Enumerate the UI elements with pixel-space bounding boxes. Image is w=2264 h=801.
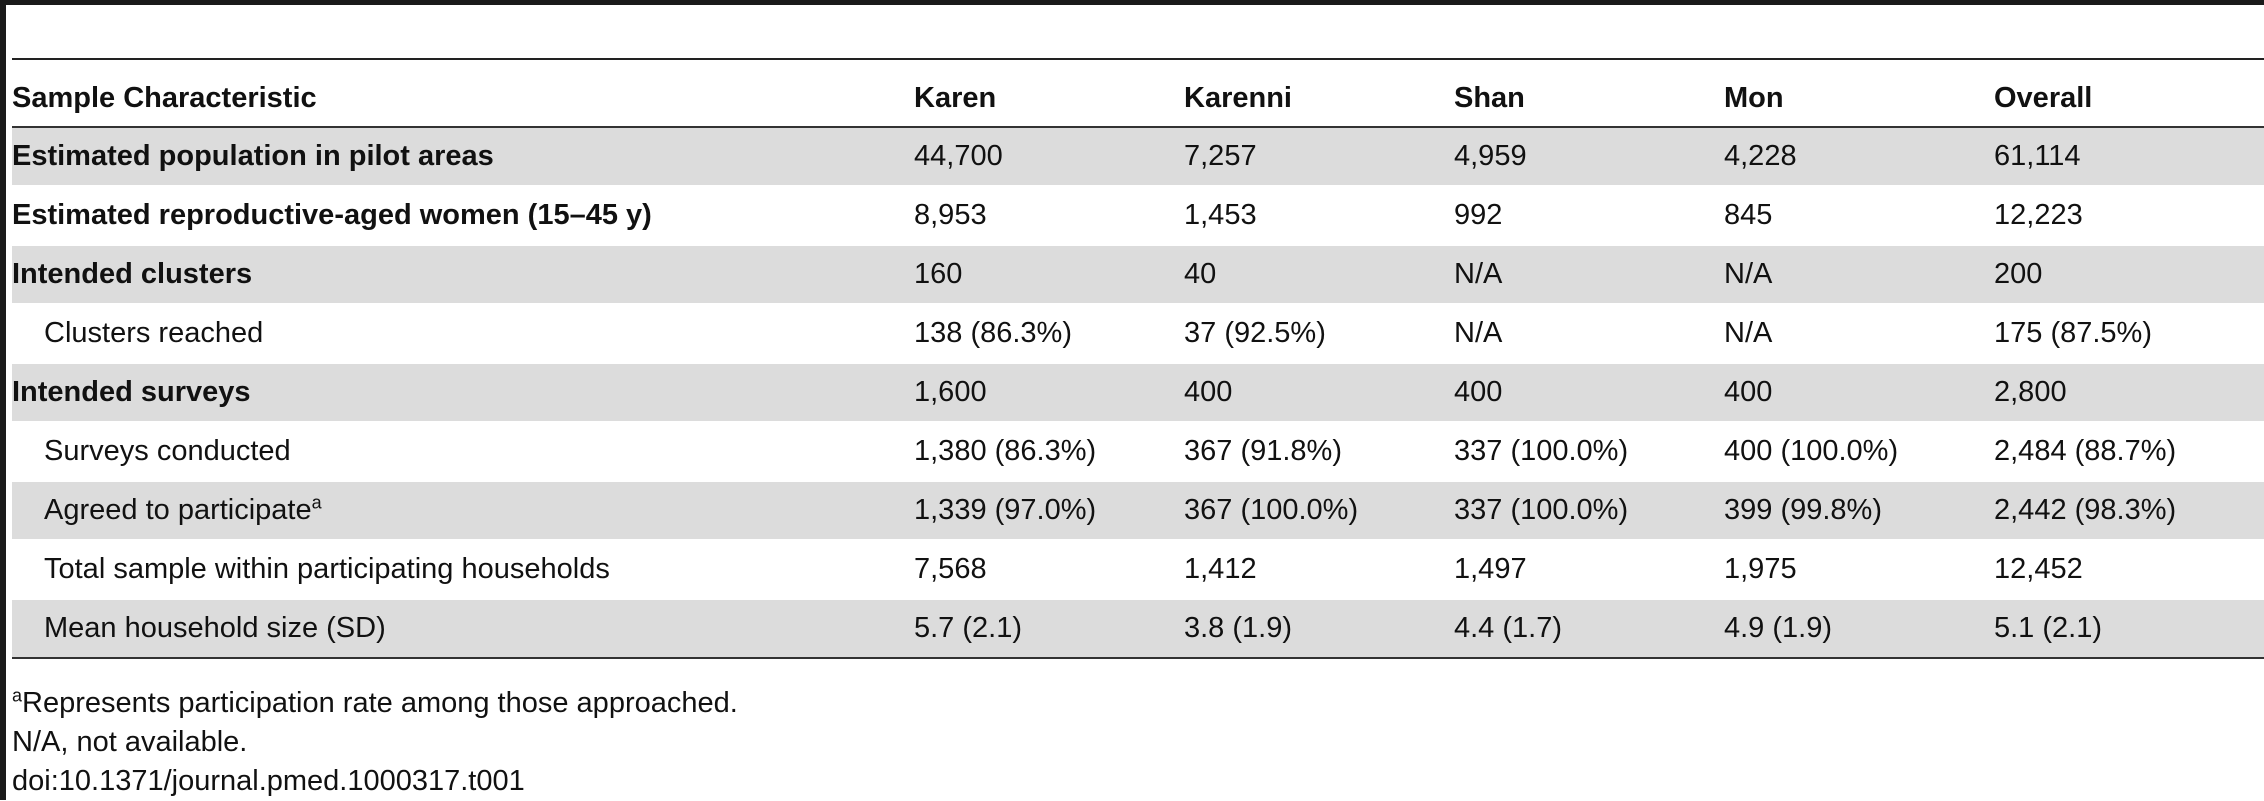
table-cell: 44,700	[914, 140, 1003, 172]
table-container: Sample Characteristic Karen Karenni Shan…	[12, 72, 2264, 659]
table-cell: 12,223	[1994, 199, 2083, 231]
table-cell: 138 (86.3%)	[914, 317, 1072, 349]
table-cell: 4,228	[1724, 140, 1797, 172]
table-cell: 37 (92.5%)	[1184, 317, 1326, 349]
header-shan: Shan	[1454, 81, 1525, 114]
left-border	[0, 0, 6, 800]
table-top-rule	[12, 58, 2264, 60]
header-sample-characteristic: Sample Characteristic	[12, 81, 317, 114]
table-cell: 175 (87.5%)	[1994, 317, 2152, 349]
row-label: Agreed to participatea	[12, 481, 914, 540]
doi-line: doi:10.1371/journal.pmed.1000317.t001	[12, 765, 525, 797]
table-cell: 3.8 (1.9)	[1184, 612, 1292, 644]
table-cell: 1,380 (86.3%)	[914, 435, 1097, 467]
row-label: Clusters reached	[12, 304, 914, 363]
table-row: Surveys conducted 1,380 (86.3%) 367 (91.8%…	[12, 422, 2264, 481]
row-label: Mean household size (SD)	[12, 599, 914, 658]
table-cell: 992	[1454, 199, 1503, 231]
table-cell: 2,442 (98.3%)	[1994, 494, 2177, 526]
header-mon: Mon	[1724, 81, 1784, 114]
table-cell: 400 (100.0%)	[1724, 435, 1899, 467]
table-cell: 399 (99.8%)	[1724, 494, 1882, 526]
table-cell: 1,497	[1454, 553, 1527, 585]
row-label-text: Intended surveys	[12, 376, 251, 408]
table-cell: 12,452	[1994, 553, 2083, 585]
row-label-text: Estimated population in pilot areas	[12, 140, 494, 172]
table-cell: 8,953	[914, 199, 987, 231]
table-cell: 845	[1724, 199, 1773, 231]
row-label: Estimated reproductive-aged women (15–45…	[12, 186, 914, 245]
table-cell: 367 (100.0%)	[1184, 494, 1359, 526]
row-label-text: Surveys conducted	[44, 435, 291, 467]
table-cell: 160	[914, 258, 963, 290]
table-cell: 367 (91.8%)	[1184, 435, 1342, 467]
table-cell: N/A	[1724, 258, 1773, 290]
table-cell: 1,412	[1184, 553, 1257, 585]
footnote-a: aRepresents participation rate among tho…	[12, 684, 738, 723]
header-karenni: Karenni	[1184, 81, 1292, 114]
table-row: Intended clusters 160 40 N/A N/A 200	[12, 245, 2264, 304]
table-cell: N/A	[1454, 258, 1503, 290]
top-border	[0, 0, 2264, 5]
row-label-text: Clusters reached	[44, 317, 264, 349]
table-body: Estimated population in pilot areas 44,70…	[12, 127, 2264, 658]
table-cell: 400	[1454, 376, 1503, 408]
table-cell: 1,453	[1184, 199, 1257, 231]
table-cell: 337 (100.0%)	[1454, 435, 1629, 467]
table-cell: 4,959	[1454, 140, 1527, 172]
sample-characteristics-table: Sample Characteristic Karen Karenni Shan…	[12, 72, 2264, 659]
table-row: Agreed to participatea 1,339 (97.0%) 367 (…	[12, 481, 2264, 540]
table-cell: 2,800	[1994, 376, 2067, 408]
table-cell: 4.9 (1.9)	[1724, 612, 1832, 644]
table-cell: 1,600	[914, 376, 987, 408]
table-cell: 61,114	[1994, 140, 2081, 172]
table-row: Intended surveys 1,600 400 400 400 2,800	[12, 363, 2264, 422]
row-label: Intended surveys	[12, 363, 914, 422]
table-cell: 7,257	[1184, 140, 1257, 172]
table-cell: N/A	[1454, 317, 1503, 349]
row-label-text: Agreed to participate	[44, 494, 312, 526]
table-row: Estimated population in pilot areas 44,70…	[12, 127, 2264, 186]
table-row: Estimated reproductive-aged women (15–45…	[12, 186, 2264, 245]
table-row: Mean household size (SD) 5.7 (2.1) 3.8 (1.…	[12, 599, 2264, 658]
header-overall: Overall	[1994, 81, 2093, 114]
row-label-text: Total sample within participating househ…	[44, 553, 610, 585]
table-row: Total sample within participating househ…	[12, 540, 2264, 599]
abbreviation-note: N/A, not available.	[12, 726, 248, 758]
footnote-text: Represents participation rate among thos…	[22, 687, 738, 719]
row-label-text: Mean household size (SD)	[44, 612, 386, 644]
table-cell: 40	[1184, 258, 1217, 290]
table-cell: 1,975	[1724, 553, 1797, 585]
footnote-marker: a	[12, 685, 23, 706]
table-cell: 4.4 (1.7)	[1454, 612, 1562, 644]
row-label: Estimated population in pilot areas	[12, 127, 914, 186]
table-cell: 400	[1184, 376, 1233, 408]
row-label: Intended clusters	[12, 245, 914, 304]
table-cell: 5.1 (2.1)	[1994, 612, 2102, 644]
table-notes: aRepresents participation rate among tho…	[12, 684, 738, 801]
table-cell: 5.7 (2.1)	[914, 612, 1022, 644]
table-cell: 2,484 (88.7%)	[1994, 435, 2177, 467]
table-cell: 337 (100.0%)	[1454, 494, 1629, 526]
table-cell: 200	[1994, 258, 2043, 290]
table-cell: 1,339 (97.0%)	[914, 494, 1097, 526]
table-header-row: Sample Characteristic Karen Karenni Shan…	[12, 72, 2264, 127]
row-label-text: Intended clusters	[12, 258, 253, 290]
table-cell: 7,568	[914, 553, 987, 585]
table-cell: 400	[1724, 376, 1773, 408]
table-cell: N/A	[1724, 317, 1773, 349]
row-label: Surveys conducted	[12, 422, 914, 481]
row-label-text: Estimated reproductive-aged women (15–45…	[12, 199, 652, 231]
table-row: Clusters reached 138 (86.3%) 37 (92.5%) N/A…	[12, 304, 2264, 363]
header-karen: Karen	[914, 81, 997, 114]
row-label: Total sample within participating househ…	[12, 540, 914, 599]
footnote-ref: a	[311, 492, 322, 513]
